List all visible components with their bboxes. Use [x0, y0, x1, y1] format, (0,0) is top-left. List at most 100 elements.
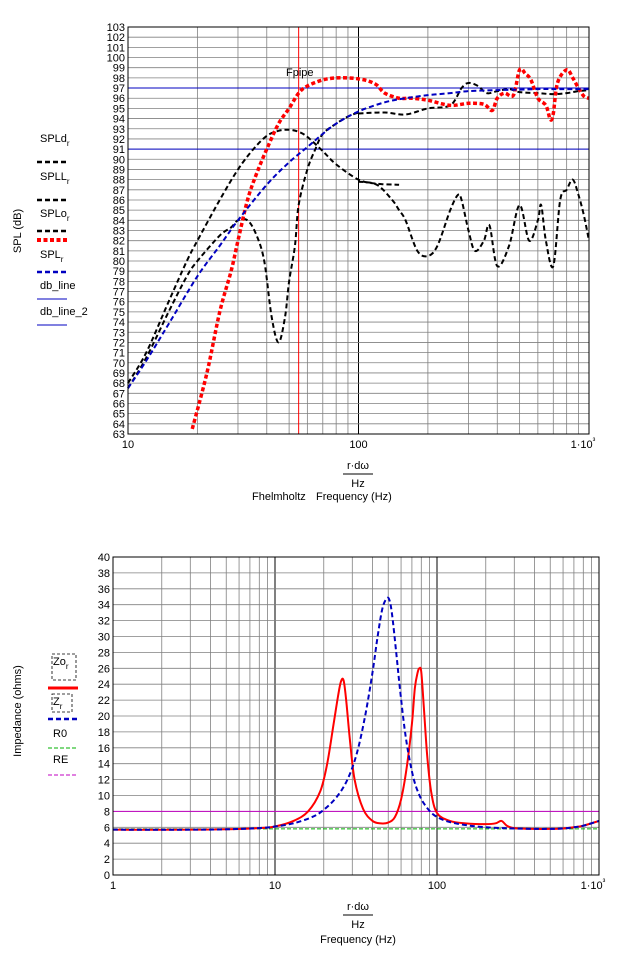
- impedance-y-tick-label: 30: [98, 632, 110, 644]
- impedance-y-tick-label: 18: [98, 727, 110, 739]
- impedance-series-group: [112, 596, 600, 831]
- spl-legend-entry-2: SPLLr: [37, 171, 70, 202]
- impedance-y-tick-label: 4: [104, 838, 110, 850]
- impedance-y-tick-label: 26: [98, 663, 110, 675]
- spl-series-3-line: [358, 178, 590, 269]
- impedance-y-tick-label: 6: [104, 822, 110, 834]
- impedance-y-tick-label: 28: [98, 647, 110, 659]
- impedance-y-tick-label: 0: [104, 870, 110, 882]
- spl-y-tick-label: 84: [113, 215, 125, 227]
- spl-legend: SPLdr SPLLr SPLor SPLr db_line db_line_2: [37, 133, 88, 326]
- spl-legend-label: SPLLr: [40, 171, 70, 186]
- impedance-y-tick-label: 24: [98, 679, 110, 691]
- spl-legend-label: SPLor: [40, 208, 70, 223]
- spl-y-tick-label: 69: [113, 368, 125, 380]
- impedance-legend-label: Zor: [53, 656, 69, 671]
- impedance-x-tick-label: 100: [428, 880, 446, 892]
- impedance-series-1-line: [112, 666, 600, 831]
- spl-series-group: [127, 66, 590, 430]
- spl-y-tick-label: 87: [113, 185, 125, 197]
- impedance-x-tick-label: 10: [269, 880, 281, 892]
- spl-y-tick-label: 65: [113, 409, 125, 421]
- spl-x-tick-label: 100: [349, 439, 367, 451]
- impedance-y-tick-label: 16: [98, 743, 110, 755]
- spl-y-tick-label: 95: [113, 103, 125, 115]
- spl-y-tick-label: 93: [113, 124, 125, 136]
- spl-y-tick-label: 97: [113, 83, 125, 95]
- spl-legend-label: SPLr: [40, 249, 64, 264]
- impedance-y-tick-label: 12: [98, 775, 110, 787]
- spl-y-tick-label: 81: [113, 246, 125, 258]
- impedance-legend-label: R0: [53, 728, 67, 740]
- spl-plot-frame: [127, 26, 590, 435]
- impedance-y-tick-label: 8: [104, 806, 110, 818]
- spl-y-tick-label: 101: [107, 42, 125, 54]
- spl-series-6-line: [127, 88, 589, 389]
- spl-y-tick-label: 89: [113, 164, 125, 176]
- spl-x-axis-label-extra: Fhelmholtz: [252, 491, 306, 503]
- spl-y-tick-label: 74: [113, 317, 125, 329]
- impedance-y-tick-label: 14: [98, 759, 110, 771]
- impedance-legend-entry-1: Zor: [48, 656, 78, 690]
- spl-series-2-line: [127, 111, 359, 389]
- spl-y-tick-label: 83: [113, 226, 125, 238]
- spl-y-axis-label: SPL (dB): [12, 209, 24, 253]
- impedance-legend-box: [51, 693, 73, 713]
- impedance-y-axis-label: Impedance (ohms): [12, 665, 24, 757]
- spl-y-tick-label: 73: [113, 327, 125, 339]
- spl-y-tick-label: 66: [113, 398, 125, 410]
- spl-y-tick-label: 102: [107, 32, 125, 44]
- spl-gridlines: [127, 26, 589, 435]
- impedance-y-tick-label: 22: [98, 695, 110, 707]
- impedance-y-tick-label: 36: [98, 584, 110, 596]
- spl-y-tick-label: 63: [113, 429, 125, 441]
- impedance-x-axis-label-top: r·dω: [347, 901, 369, 913]
- spl-y-tick-label: 96: [113, 93, 125, 105]
- impedance-series-2-line: [112, 596, 600, 831]
- spl-y-tick-label: 94: [113, 114, 125, 126]
- spl-chart: 6364656667686970717273747576777879808182…: [12, 22, 596, 503]
- spl-legend-label: db_line_2: [40, 306, 88, 318]
- impedance-plot-frame: [112, 556, 600, 876]
- impedance-legend: Zor Zr R0 RE: [48, 653, 78, 776]
- spl-legend-label: SPLdr: [40, 133, 70, 148]
- spl-y-tick-label: 103: [107, 22, 125, 34]
- spl-x-tick-labels: 10 100 1·10³: [122, 436, 596, 451]
- spl-annotation-fpipe: Fpipe: [286, 67, 314, 79]
- spl-y-tick-label: 76: [113, 297, 125, 309]
- impedance-y-tick-label: 40: [98, 552, 110, 564]
- spl-x-tick-label: 1·10³: [571, 436, 596, 451]
- impedance-y-tick-label: 38: [98, 568, 110, 580]
- spl-series-5-line: [190, 66, 590, 430]
- spl-y-tick-label: 91: [113, 144, 125, 156]
- spl-y-tick-label: 88: [113, 175, 125, 187]
- impedance-y-tick-label: 10: [98, 791, 110, 803]
- impedance-legend-label: RE: [53, 754, 68, 766]
- impedance-legend-label: Zr: [53, 696, 63, 711]
- impedance-x-tick-label: 1·10³: [581, 877, 606, 892]
- impedance-y-tick-label: 34: [98, 600, 110, 612]
- spl-y-tick-label: 92: [113, 134, 125, 146]
- spl-y-tick-labels: 6364656667686970717273747576777879808182…: [107, 22, 125, 441]
- spl-y-tick-label: 99: [113, 63, 125, 75]
- impedance-legend-entry-4: RE: [48, 754, 78, 776]
- impedance-gridlines: [112, 556, 599, 876]
- impedance-x-tick-label: 1: [110, 880, 116, 892]
- spl-legend-label: db_line: [40, 280, 75, 292]
- spl-legend-entry-7: db_line_2: [37, 306, 88, 326]
- spl-x-axis-label: Frequency (Hz): [316, 491, 392, 503]
- impedance-x-axis-label: Frequency (Hz): [320, 934, 396, 946]
- spl-x-tick-label: 10: [122, 439, 134, 451]
- spl-y-tick-label: 75: [113, 307, 125, 319]
- spl-y-tick-label: 98: [113, 73, 125, 85]
- spl-y-tick-label: 78: [113, 276, 125, 288]
- spl-y-tick-label: 82: [113, 236, 125, 248]
- spl-x-axis-label-unit: Hz: [351, 478, 364, 490]
- spl-legend-entry-1: SPLdr: [37, 133, 70, 164]
- spl-y-tick-label: 77: [113, 287, 125, 299]
- spl-series-4-line: [358, 81, 590, 116]
- spl-y-tick-label: 80: [113, 256, 125, 268]
